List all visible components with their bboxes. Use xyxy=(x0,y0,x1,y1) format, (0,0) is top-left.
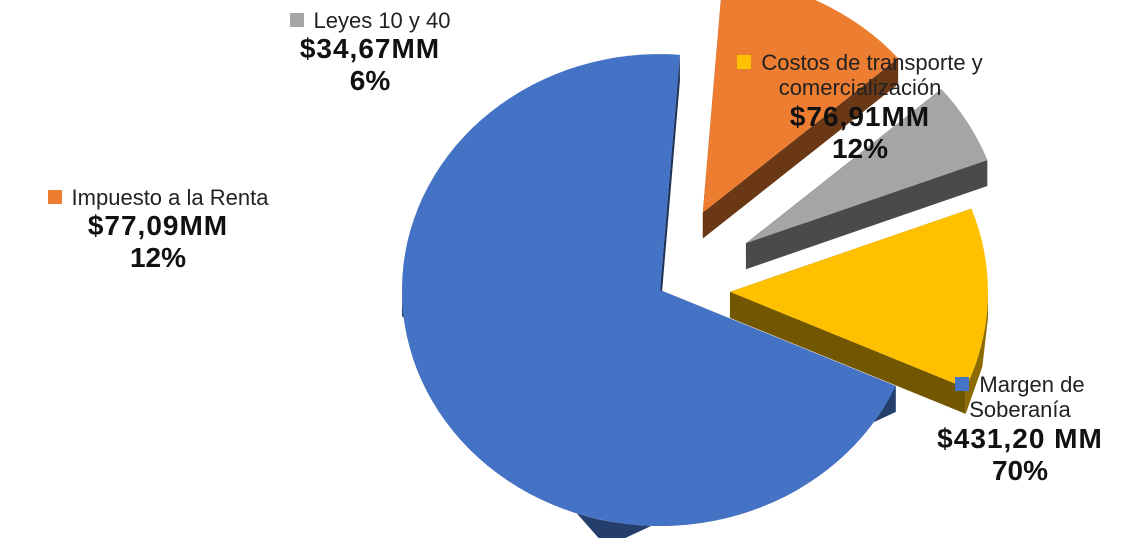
slice-wall-leyes-1 xyxy=(745,159,988,270)
label-impuesto-percent: 12% xyxy=(129,242,187,274)
slice-wall-impuesto-1 xyxy=(702,58,899,239)
label-costos-line1: Costos de transporte y xyxy=(761,50,983,75)
legend-swatch-leyes xyxy=(289,13,304,27)
label-margen-value: $431,20 MM xyxy=(937,422,1103,454)
slice-costos xyxy=(729,208,988,388)
legend-swatch-impuesto xyxy=(47,190,62,204)
slice-wall-costos-1 xyxy=(729,291,966,414)
legend-swatch-margen xyxy=(955,377,970,391)
label-leyes-percent: 6% xyxy=(349,65,391,97)
slice-leyes xyxy=(745,89,988,244)
pie-top-layer xyxy=(402,0,988,526)
label-margen-line2: Soberanía xyxy=(969,397,1071,423)
label-margen-percent: 70% xyxy=(991,454,1049,486)
label-margen-line1: Margen de xyxy=(979,372,1085,397)
label-impuesto-line1: Impuesto a la Renta xyxy=(71,185,269,210)
slice-margen xyxy=(402,54,896,526)
label-leyes: Leyes 10 y 40 $34,67MM 6% xyxy=(250,8,490,98)
slice-rim-costos-0 xyxy=(965,291,988,414)
slice-impuesto xyxy=(702,0,899,213)
legend-swatch-costos xyxy=(737,55,752,69)
label-margen: Margen de Soberanía $431,20 MM 70% xyxy=(930,372,1110,487)
label-impuesto: Impuesto a la Renta $77,09MM 12% xyxy=(8,185,308,275)
label-impuesto-value: $77,09MM xyxy=(87,210,229,242)
label-costos-percent: 12% xyxy=(831,132,889,164)
label-leyes-line1: Leyes 10 y 40 xyxy=(313,8,451,33)
label-costos-value: $76,91MM xyxy=(789,100,931,132)
slice-wall-margen-1 xyxy=(660,54,680,317)
label-costos: Costos de transporte y comercialización … xyxy=(700,50,1020,165)
label-leyes-value: $34,67MM xyxy=(299,33,441,65)
label-costos-line2: comercialización xyxy=(778,75,942,101)
